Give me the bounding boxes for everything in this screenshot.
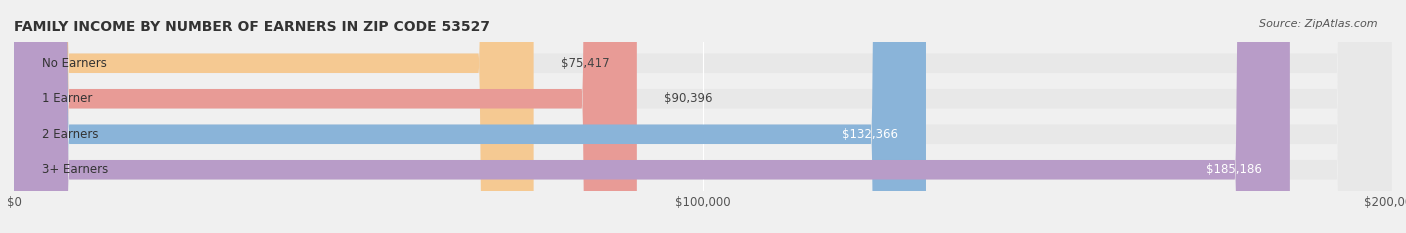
- Text: 1 Earner: 1 Earner: [42, 92, 91, 105]
- Text: $132,366: $132,366: [842, 128, 898, 141]
- Text: $90,396: $90,396: [665, 92, 713, 105]
- FancyBboxPatch shape: [14, 0, 637, 233]
- FancyBboxPatch shape: [14, 0, 1392, 233]
- FancyBboxPatch shape: [14, 0, 1392, 233]
- Text: 3+ Earners: 3+ Earners: [42, 163, 108, 176]
- FancyBboxPatch shape: [14, 0, 1392, 233]
- FancyBboxPatch shape: [14, 0, 534, 233]
- Text: No Earners: No Earners: [42, 57, 107, 70]
- Text: $75,417: $75,417: [561, 57, 610, 70]
- Text: Source: ZipAtlas.com: Source: ZipAtlas.com: [1260, 19, 1378, 29]
- FancyBboxPatch shape: [14, 0, 927, 233]
- Text: $185,186: $185,186: [1206, 163, 1263, 176]
- Text: FAMILY INCOME BY NUMBER OF EARNERS IN ZIP CODE 53527: FAMILY INCOME BY NUMBER OF EARNERS IN ZI…: [14, 20, 491, 34]
- FancyBboxPatch shape: [14, 0, 1392, 233]
- Text: 2 Earners: 2 Earners: [42, 128, 98, 141]
- FancyBboxPatch shape: [14, 0, 1289, 233]
